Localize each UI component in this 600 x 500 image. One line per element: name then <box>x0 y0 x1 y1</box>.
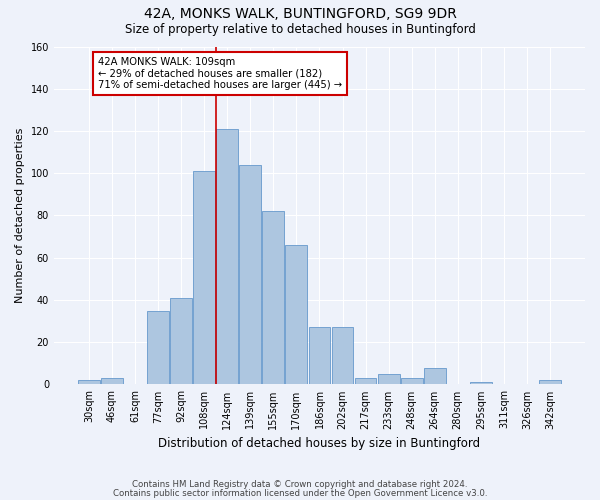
Bar <box>470 382 492 384</box>
Bar <box>377 374 400 384</box>
Bar <box>401 378 422 384</box>
Bar <box>170 298 192 384</box>
Bar <box>217 129 238 384</box>
Y-axis label: Number of detached properties: Number of detached properties <box>15 128 25 303</box>
Bar <box>332 328 353 384</box>
Bar <box>424 368 446 384</box>
Text: 42A MONKS WALK: 109sqm
← 29% of detached houses are smaller (182)
71% of semi-de: 42A MONKS WALK: 109sqm ← 29% of detached… <box>98 57 342 90</box>
Bar <box>308 328 331 384</box>
Bar <box>539 380 561 384</box>
Bar <box>286 245 307 384</box>
Bar <box>78 380 100 384</box>
Bar <box>262 211 284 384</box>
Text: Contains public sector information licensed under the Open Government Licence v3: Contains public sector information licen… <box>113 488 487 498</box>
Bar <box>355 378 376 384</box>
Text: Size of property relative to detached houses in Buntingford: Size of property relative to detached ho… <box>125 22 475 36</box>
X-axis label: Distribution of detached houses by size in Buntingford: Distribution of detached houses by size … <box>158 437 481 450</box>
Bar <box>239 165 261 384</box>
Bar <box>101 378 123 384</box>
Text: Contains HM Land Registry data © Crown copyright and database right 2024.: Contains HM Land Registry data © Crown c… <box>132 480 468 489</box>
Bar <box>147 310 169 384</box>
Bar <box>193 171 215 384</box>
Text: 42A, MONKS WALK, BUNTINGFORD, SG9 9DR: 42A, MONKS WALK, BUNTINGFORD, SG9 9DR <box>143 8 457 22</box>
